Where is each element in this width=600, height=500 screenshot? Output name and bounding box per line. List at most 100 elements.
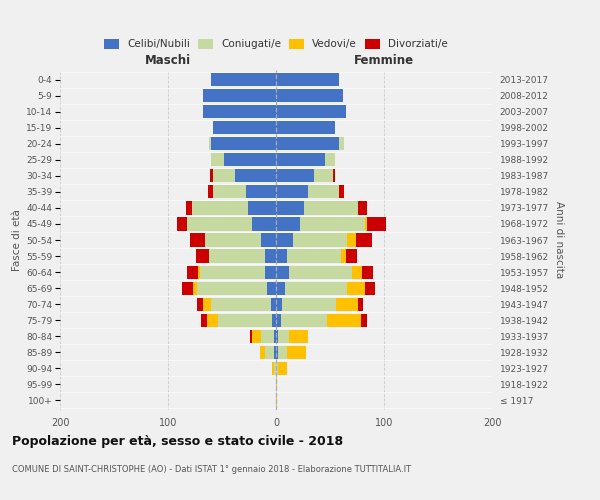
Bar [346, 250, 357, 262]
Bar [300, 218, 365, 230]
Bar [276, 394, 277, 407]
Text: Popolazione per età, sesso e stato civile - 2018: Popolazione per età, sesso e stato civil… [12, 435, 343, 448]
Bar [274, 346, 276, 359]
Bar [252, 330, 261, 343]
Bar [192, 202, 248, 214]
Bar [209, 137, 211, 150]
Bar [218, 314, 272, 327]
Bar [248, 202, 276, 214]
Bar [252, 218, 276, 230]
Text: Femmine: Femmine [354, 54, 414, 67]
Bar [276, 186, 308, 198]
Bar [214, 121, 276, 134]
Bar [211, 153, 224, 166]
Bar [276, 137, 338, 150]
Bar [293, 234, 347, 246]
Bar [214, 170, 235, 182]
Bar [210, 170, 214, 182]
Bar [276, 266, 289, 278]
Bar [365, 282, 376, 294]
Bar [276, 330, 278, 343]
Text: Maschi: Maschi [145, 54, 191, 67]
Bar [205, 234, 261, 246]
Bar [281, 314, 327, 327]
Bar [284, 282, 347, 294]
Bar [276, 170, 314, 182]
Bar [260, 346, 265, 359]
Bar [327, 314, 361, 327]
Bar [276, 250, 287, 262]
Bar [347, 282, 365, 294]
Bar [276, 202, 304, 214]
Bar [211, 137, 276, 150]
Bar [337, 298, 358, 310]
Bar [365, 218, 367, 230]
Bar [314, 170, 333, 182]
Bar [278, 362, 287, 375]
Bar [278, 330, 289, 343]
Bar [367, 218, 386, 230]
Bar [276, 298, 283, 310]
Bar [274, 330, 276, 343]
Bar [325, 153, 335, 166]
Bar [224, 153, 276, 166]
Bar [276, 105, 346, 118]
Bar [265, 266, 276, 278]
Bar [198, 266, 200, 278]
Bar [276, 362, 278, 375]
Bar [268, 282, 276, 294]
Bar [271, 298, 276, 310]
Bar [289, 266, 352, 278]
Bar [361, 314, 367, 327]
Bar [265, 250, 276, 262]
Bar [276, 234, 293, 246]
Bar [197, 282, 268, 294]
Bar [250, 330, 252, 343]
Bar [287, 346, 306, 359]
Bar [207, 314, 218, 327]
Bar [289, 330, 308, 343]
Bar [211, 298, 271, 310]
Bar [197, 298, 203, 310]
Bar [235, 170, 276, 182]
Bar [261, 234, 276, 246]
Y-axis label: Fasce di età: Fasce di età [12, 209, 22, 271]
Bar [347, 234, 356, 246]
Bar [187, 266, 198, 278]
Bar [283, 298, 337, 310]
Bar [276, 73, 338, 86]
Bar [246, 186, 276, 198]
Bar [358, 202, 367, 214]
Bar [196, 250, 209, 262]
Bar [200, 266, 265, 278]
Bar [190, 234, 205, 246]
Y-axis label: Anni di nascita: Anni di nascita [554, 202, 565, 278]
Bar [276, 378, 277, 391]
Bar [203, 105, 276, 118]
Bar [341, 250, 346, 262]
Bar [278, 346, 287, 359]
Bar [276, 346, 278, 359]
Bar [287, 250, 341, 262]
Bar [208, 186, 214, 198]
Bar [214, 186, 246, 198]
Bar [261, 330, 274, 343]
Bar [187, 218, 252, 230]
Bar [203, 298, 211, 310]
Bar [304, 202, 358, 214]
Bar [276, 89, 343, 102]
Bar [265, 346, 274, 359]
Bar [362, 266, 373, 278]
Bar [338, 186, 344, 198]
Legend: Celibi/Nubili, Coniugati/e, Vedovi/e, Divorziati/e: Celibi/Nubili, Coniugati/e, Vedovi/e, Di… [100, 34, 452, 54]
Bar [272, 314, 276, 327]
Text: COMUNE DI SAINT-CHRISTOPHE (AO) - Dati ISTAT 1° gennaio 2018 - Elaborazione TUTT: COMUNE DI SAINT-CHRISTOPHE (AO) - Dati I… [12, 465, 411, 474]
Bar [276, 218, 300, 230]
Bar [272, 362, 274, 375]
Bar [274, 362, 276, 375]
Bar [209, 250, 265, 262]
Bar [193, 282, 197, 294]
Bar [176, 218, 187, 230]
Bar [211, 73, 276, 86]
Bar [276, 282, 284, 294]
